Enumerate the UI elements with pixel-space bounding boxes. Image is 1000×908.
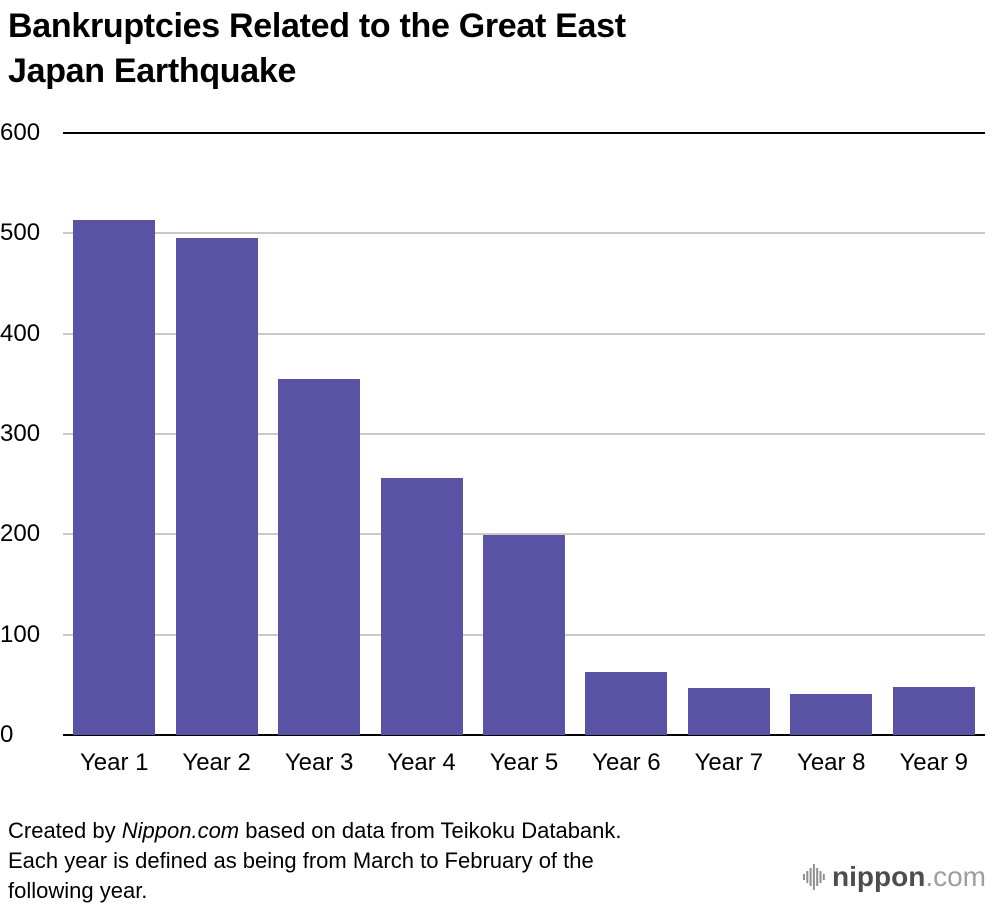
bar bbox=[790, 693, 873, 735]
bar bbox=[73, 220, 156, 735]
bar bbox=[278, 378, 361, 735]
bar bbox=[175, 238, 258, 735]
gridline bbox=[63, 332, 985, 335]
x-tick-label: Year 9 bbox=[899, 749, 968, 776]
y-tick-label: 600 bbox=[0, 119, 41, 146]
bar-slot bbox=[63, 133, 165, 735]
y-tick-label: 500 bbox=[0, 219, 41, 247]
logo-brand-name: nippon bbox=[832, 861, 926, 892]
bar-slot bbox=[268, 133, 370, 735]
gridline bbox=[63, 433, 985, 435]
source-note: Created by Nippon.com based on data from… bbox=[8, 816, 728, 906]
source-note-prefix: Created by bbox=[8, 818, 122, 843]
y-axis-labels: 0 100 200 300 400 500 600 bbox=[0, 121, 58, 747]
bar bbox=[687, 687, 770, 735]
axis-line bbox=[63, 734, 985, 736]
soundwave-icon bbox=[803, 862, 825, 892]
x-axis-labels: Year 1 Year 2 Year 3 Year 4 Year 5 Year 6 Year… bbox=[63, 749, 985, 777]
bar bbox=[380, 478, 463, 735]
x-tick-label: Year 3 bbox=[284, 749, 354, 776]
source-note-brand: Nippon.com bbox=[121, 818, 240, 843]
chart-title: Bankruptcies Related to the Great East J… bbox=[8, 4, 626, 94]
bar bbox=[483, 535, 565, 735]
bar-slot bbox=[370, 133, 472, 735]
bar-slot bbox=[780, 133, 882, 735]
bar bbox=[585, 671, 668, 735]
x-tick-label: Year 1 bbox=[79, 749, 149, 776]
source-note-line-2: Each year is defined as being from March… bbox=[8, 848, 594, 873]
x-tick-label: Year 7 bbox=[694, 749, 764, 776]
bar bbox=[892, 686, 975, 735]
x-tick-label: Year 5 bbox=[489, 749, 559, 776]
chart-title-line-2: Japan Earthquake bbox=[8, 52, 297, 90]
y-tick-label: 0 bbox=[0, 721, 14, 748]
source-note-line-3: following year. bbox=[8, 878, 148, 903]
axis-line bbox=[63, 132, 985, 134]
x-tick-label: Year 2 bbox=[182, 749, 251, 776]
gridline bbox=[63, 533, 985, 536]
gridline bbox=[63, 232, 985, 235]
bar-series bbox=[63, 133, 985, 735]
nippon-logo: nippon.com bbox=[803, 862, 986, 892]
logo-brand-tld: .com bbox=[925, 861, 986, 892]
bar-slot bbox=[883, 133, 985, 735]
y-tick-label: 200 bbox=[0, 520, 41, 548]
x-tick-label: Year 4 bbox=[387, 749, 456, 776]
bar-slot bbox=[575, 133, 677, 735]
x-tick-label: Year 8 bbox=[797, 749, 866, 776]
chart-title-line-1: Bankruptcies Related to the Great East bbox=[8, 7, 626, 45]
bar-slot bbox=[678, 133, 780, 735]
bar-slot bbox=[473, 133, 575, 735]
bar-slot bbox=[165, 133, 267, 735]
y-tick-label: 100 bbox=[0, 620, 41, 648]
source-note-suffix: based on data from Teikoku Databank. bbox=[239, 818, 622, 843]
x-tick-label: Year 6 bbox=[592, 749, 661, 776]
plot-area bbox=[63, 132, 985, 736]
y-tick-label: 400 bbox=[0, 319, 41, 347]
y-tick-label: 300 bbox=[0, 420, 41, 447]
